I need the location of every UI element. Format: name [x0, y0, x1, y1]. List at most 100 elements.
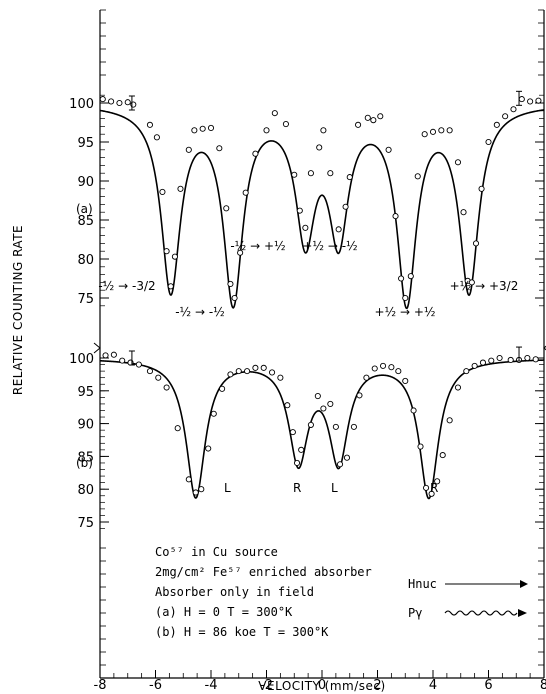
panel-b: 100 95 90 85 80 75 [69, 346, 545, 531]
data-point [216, 145, 223, 152]
data-point [398, 275, 405, 282]
y-tick-label: 100 [69, 352, 94, 367]
x-tick-label: 4 [429, 678, 437, 693]
data-point [524, 354, 531, 362]
panel-a-label: (a) [76, 202, 93, 216]
data-point [185, 146, 192, 153]
data-point [298, 446, 305, 453]
peak-label-1: L [224, 481, 231, 495]
data-point [227, 280, 234, 288]
legend-line-1: Co⁵⁷ in Cu source [155, 545, 278, 559]
data-point [124, 99, 131, 106]
data-point [108, 98, 115, 105]
data-point [454, 159, 462, 166]
transition-label-2: -½ → -½ [175, 305, 225, 319]
x-tick-label: 0 [318, 678, 326, 693]
legend-line-4: (a) H = 0 T = 300°K [155, 605, 293, 619]
legend-line-2: 2mg/cm² Fe⁵⁷ enriched absorber [155, 565, 372, 579]
data-point [284, 402, 291, 409]
transition-label-5: +½ → +½ [374, 305, 435, 319]
data-point [364, 114, 371, 121]
data-point [146, 121, 153, 128]
data-point [146, 368, 153, 375]
data-point [316, 144, 323, 151]
pgamma-label: Pγ [408, 606, 422, 620]
data-point [191, 127, 198, 134]
data-point [327, 170, 334, 177]
pgamma-wavy-arrow-icon [444, 610, 518, 616]
y-tick-label: 85 [77, 450, 94, 465]
data-point [227, 371, 234, 378]
y-tick-label: 75 [77, 292, 94, 307]
data-point [293, 459, 301, 467]
data-point [507, 356, 514, 364]
y-axis-title: RELATIVE COUNTING RATE [11, 225, 25, 395]
x-tick-label: 2 [373, 678, 381, 693]
data-point [488, 357, 495, 364]
data-point [472, 240, 480, 247]
data-point [320, 405, 327, 412]
data-point [392, 213, 399, 220]
data-point [155, 374, 162, 381]
y-tick-label: 95 [77, 136, 94, 151]
axis-break [93, 342, 546, 354]
transition-label-1: -½ → -3/2 [98, 279, 155, 293]
data-point [535, 97, 542, 104]
data-point [116, 99, 123, 107]
data-point [527, 98, 534, 105]
data-point [163, 384, 170, 391]
data-point [244, 368, 251, 375]
data-point [417, 443, 424, 450]
panel-b-label: (b) [76, 456, 93, 470]
data-point [167, 283, 174, 290]
fit-curve [99, 359, 545, 500]
x-tick-label: -4 [205, 678, 218, 693]
data-point [510, 106, 517, 113]
data-point [496, 354, 503, 362]
data-point [174, 425, 181, 432]
peak-label-4: R [430, 481, 438, 495]
data-point [371, 365, 378, 372]
data-point [314, 392, 321, 400]
y-tick-label: 80 [77, 483, 94, 498]
transition-label-4: +½ → -½ [302, 239, 357, 253]
data-point [438, 127, 445, 134]
x-tick-label: -2 [260, 678, 273, 693]
field-legend: Hnuc Pγ [408, 577, 528, 620]
peak-label-2: R [293, 481, 301, 495]
data-point [388, 364, 395, 371]
transition-label-3: -½ → +½ [230, 239, 285, 253]
data-point [252, 150, 259, 157]
data-point [379, 362, 387, 369]
y-tick-label: 90 [77, 175, 94, 190]
data-point [307, 421, 314, 428]
data-point [446, 417, 453, 424]
data-point [99, 96, 106, 103]
y-tick-label: 100 [69, 97, 94, 112]
data-point [296, 207, 303, 214]
data-point [468, 279, 475, 286]
data-point [235, 368, 242, 375]
data-point [502, 113, 509, 120]
data-point [289, 429, 296, 436]
data-point [277, 374, 284, 381]
data-point [460, 209, 467, 216]
data-point [302, 224, 309, 231]
data-point [421, 131, 428, 138]
data-point [428, 490, 435, 497]
data-point [252, 364, 259, 371]
data-point [263, 127, 270, 134]
data-point [346, 174, 353, 181]
legend-block: Co⁵⁷ in Cu source 2mg/cm² Fe⁵⁷ enriched … [155, 545, 372, 639]
data-point [471, 362, 478, 369]
y-tick-label: 80 [77, 253, 94, 268]
x-tick-label: 8 [540, 678, 546, 693]
data-point [439, 452, 446, 459]
data-point [102, 352, 109, 359]
data-point [231, 294, 238, 302]
data-point [282, 121, 289, 128]
data-point [410, 407, 417, 414]
data-point [479, 359, 487, 366]
hnuc-arrowhead-icon [520, 580, 528, 588]
